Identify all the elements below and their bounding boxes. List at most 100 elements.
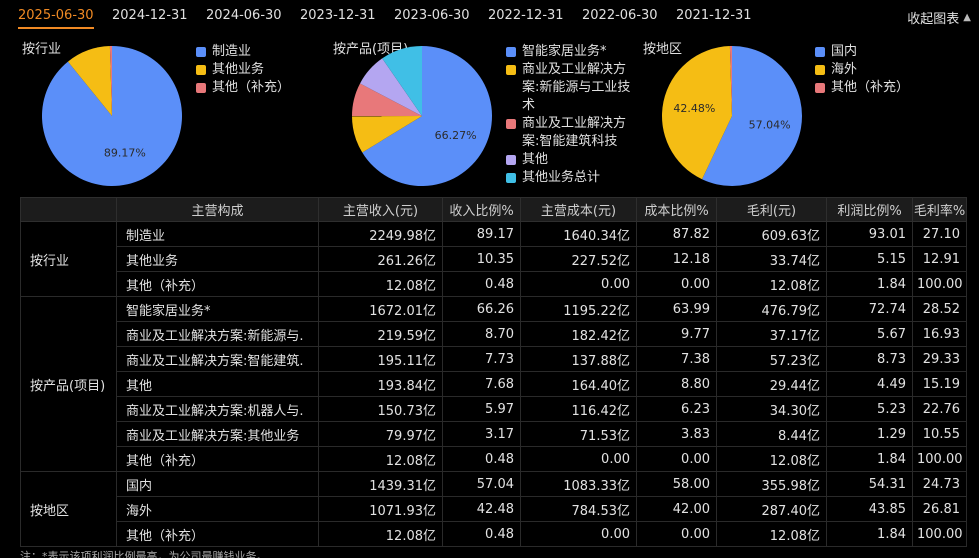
pie-slice-0[interactable] bbox=[362, 46, 492, 186]
table-cell: 261.26亿 bbox=[318, 246, 443, 272]
active-tab-underline bbox=[18, 27, 94, 29]
table-header-cell[interactable]: 毛利率% bbox=[912, 197, 967, 222]
legend-label: 其他业务 bbox=[212, 62, 265, 77]
table-row: 其他业务 261.26亿 10.35 227.52亿 12.18 33.74亿 5.15 12… bbox=[21, 246, 967, 272]
table-cell: 42.00 bbox=[636, 496, 717, 522]
legend-item[interactable]: 其他（补充） bbox=[196, 79, 321, 97]
table-cell: 7.73 bbox=[442, 346, 521, 372]
table-cell: 1439.31亿 bbox=[318, 471, 443, 497]
table-cell: 0.48 bbox=[442, 446, 521, 472]
legend-region: 国内海外 其他（补充） bbox=[815, 43, 940, 97]
collapse-chart-button[interactable]: 收起图表 ▲ bbox=[907, 8, 971, 27]
tab-2022-12-31[interactable]: 2022-12-31 bbox=[488, 8, 564, 23]
table-cell: 1672.01亿 bbox=[318, 296, 443, 322]
pie-slice-3[interactable] bbox=[360, 58, 422, 116]
table-cell: 29.33 bbox=[912, 346, 967, 372]
table-cell: 5.67 bbox=[826, 321, 913, 347]
table-cell: 1.84 bbox=[826, 271, 913, 297]
table-cell: 150.73亿 bbox=[318, 396, 443, 422]
legend-label: 制造业 bbox=[212, 44, 252, 59]
table-cell-name: 其他（补充） bbox=[116, 446, 319, 472]
table-row: 按地区 国内 1439.31亿 57.04 1083.33亿 58.00 355.98亿 54… bbox=[20, 471, 967, 547]
table-row: 其他（补充） 12.08亿 0.48 0.00 0.00 12.08亿 1.84 100.00 bbox=[21, 521, 967, 547]
table-cell: 0.00 bbox=[520, 446, 637, 472]
table-cell: 8.80 bbox=[636, 371, 717, 397]
pie-chart-industry: 89.17% bbox=[41, 46, 183, 186]
legend-swatch bbox=[506, 155, 516, 165]
collapse-chart-label: 收起图表 bbox=[907, 12, 960, 27]
table-cell-name: 制造业 bbox=[116, 221, 319, 247]
table-cell: 1071.93亿 bbox=[318, 496, 443, 522]
table-header-cell[interactable]: 主营收入(元) bbox=[318, 197, 443, 222]
legend-item[interactable]: 商业及工业解决方案:智能建筑科技 bbox=[506, 115, 641, 151]
pie-slice-1[interactable] bbox=[662, 46, 732, 180]
table-cell: 0.00 bbox=[636, 446, 717, 472]
tab-2025-06-30[interactable]: 2025-06-30 bbox=[18, 8, 94, 23]
legend-item[interactable]: 其他 bbox=[506, 151, 641, 169]
tab-2024-12-31[interactable]: 2024-12-31 bbox=[112, 8, 188, 23]
footnote: 注：*表示该项利润比例最高，为公司最赚钱业务。 bbox=[20, 550, 268, 558]
table-header-cell[interactable]: 毛利(元) bbox=[716, 197, 827, 222]
table-header-cell[interactable]: 成本比例% bbox=[636, 197, 717, 222]
legend-item[interactable]: 智能家居业务* bbox=[506, 43, 641, 61]
table-cell: 43.85 bbox=[826, 496, 913, 522]
legend-item[interactable]: 制造业 bbox=[196, 43, 321, 61]
table-cell: 12.08亿 bbox=[716, 446, 827, 472]
legend-swatch bbox=[196, 47, 206, 57]
table-cell: 12.18 bbox=[636, 246, 717, 272]
table-header-cell[interactable]: 利润比例% bbox=[826, 197, 913, 222]
legend-item[interactable]: 国内 bbox=[815, 43, 940, 61]
legend-label: 商业及工业解决方案:新能源与工业技术 bbox=[522, 62, 631, 113]
legend-swatch bbox=[196, 83, 206, 93]
pie-slice-1[interactable] bbox=[67, 46, 112, 117]
table-header-cell[interactable]: 主营构成 bbox=[116, 197, 319, 222]
table-cell: 10.55 bbox=[912, 421, 967, 447]
pie-slice-2[interactable] bbox=[109, 46, 112, 116]
table-row: 其他（补充） 12.08亿 0.48 0.00 0.00 12.08亿 1.84 100.00 bbox=[21, 446, 967, 472]
table-row: 按产品(项目) 智能家居业务* 1672.01亿 66.26 1195.22亿 63.99… bbox=[20, 296, 967, 472]
pie-slice-0[interactable] bbox=[41, 46, 183, 186]
tab-2023-06-30[interactable]: 2023-06-30 bbox=[394, 8, 470, 23]
table-cell: 355.98亿 bbox=[716, 471, 827, 497]
table-header-row: 主营构成 主营收入(元) 收入比例% 主营成本(元) 成本比例% 毛利(元) 利润比例% 毛利… bbox=[20, 197, 967, 222]
tab-2023-12-31[interactable]: 2023-12-31 bbox=[300, 8, 376, 23]
table-cell: 34.30亿 bbox=[716, 396, 827, 422]
table-cell: 1640.34亿 bbox=[520, 221, 637, 247]
tab-2022-06-30[interactable]: 2022-06-30 bbox=[582, 8, 658, 23]
legend-item[interactable]: 其他（补充） bbox=[815, 79, 940, 97]
pie-slice-2[interactable] bbox=[729, 46, 732, 116]
table-cell: 93.01 bbox=[826, 221, 913, 247]
table-cell: 8.70 bbox=[442, 321, 521, 347]
legend-label: 国内 bbox=[831, 44, 858, 59]
table-cell: 0.00 bbox=[520, 271, 637, 297]
legend-item[interactable]: 海外 bbox=[815, 61, 940, 79]
table-header-cell[interactable]: 收入比例% bbox=[442, 197, 521, 222]
tab-2024-06-30[interactable]: 2024-06-30 bbox=[206, 8, 282, 23]
pie-data-label-0: 66.27% bbox=[435, 129, 477, 142]
pie-slice-1[interactable] bbox=[352, 116, 422, 153]
table-cell: 12.08亿 bbox=[716, 521, 827, 547]
tab-2021-12-31[interactable]: 2021-12-31 bbox=[676, 8, 752, 23]
pie-slice-4[interactable] bbox=[382, 46, 422, 116]
legend-swatch bbox=[815, 83, 825, 93]
table-cell: 12.91 bbox=[912, 246, 967, 272]
pie-chart-region: 57.04% 42.48% bbox=[662, 46, 802, 187]
table-cell: 195.11亿 bbox=[318, 346, 443, 372]
legend-item[interactable]: 商业及工业解决方案:新能源与工业技术 bbox=[506, 61, 641, 115]
legend-swatch bbox=[506, 47, 516, 57]
table-cell: 57.23亿 bbox=[716, 346, 827, 372]
legend-item[interactable]: 其他业务 bbox=[196, 61, 321, 79]
table-cell: 26.81 bbox=[912, 496, 967, 522]
table-cell: 37.17亿 bbox=[716, 321, 827, 347]
table-cell: 63.99 bbox=[636, 296, 717, 322]
table-cell: 22.76 bbox=[912, 396, 967, 422]
table-cell: 72.74 bbox=[826, 296, 913, 322]
pie-slice-0[interactable] bbox=[702, 46, 802, 187]
table-header-cell[interactable]: 主营成本(元) bbox=[520, 197, 637, 222]
pie-data-label-1: 42.48% bbox=[673, 102, 715, 115]
legend-item[interactable]: 其他业务总计 bbox=[506, 169, 641, 187]
pie-data-label-0: 57.04% bbox=[749, 118, 791, 131]
legend-label: 其他业务总计 bbox=[522, 170, 601, 185]
table-cell: 1.29 bbox=[826, 421, 913, 447]
pie-slice-2[interactable] bbox=[352, 83, 422, 117]
